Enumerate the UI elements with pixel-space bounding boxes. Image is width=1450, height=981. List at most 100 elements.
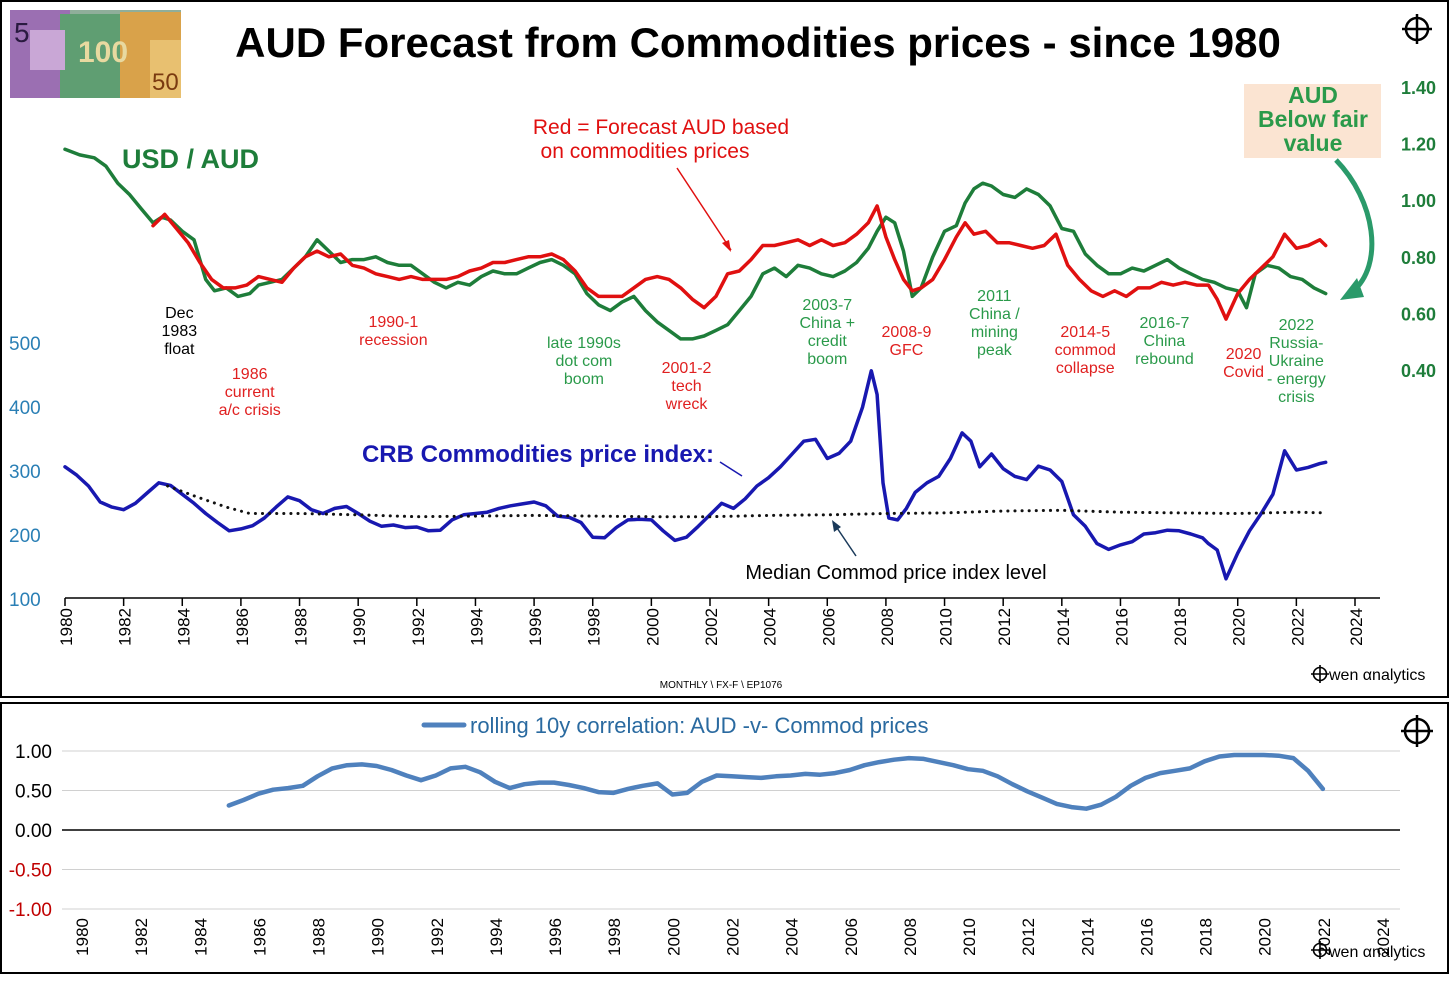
forecast-pointer-arrow <box>676 167 732 251</box>
corr-y-tick-label: 0.50 <box>15 782 52 803</box>
event-annotation: 1983 <box>162 323 198 340</box>
callout-text: value <box>1284 130 1343 156</box>
x-tick-label: 2014 <box>1054 608 1073 646</box>
event-annotation: rebound <box>1135 351 1194 368</box>
x-tick-label: 1980 <box>57 608 76 646</box>
corr-x-tick-label: 2016 <box>1137 918 1156 956</box>
event-annotation: Ukraine <box>1269 353 1324 370</box>
event-annotation: float <box>164 341 195 358</box>
crosshair-icon <box>1401 715 1433 747</box>
x-tick-label: 1992 <box>409 608 428 646</box>
correlation-legend-label: rolling 10y correlation: AUD -v- Commod … <box>470 713 929 738</box>
corr-x-tick-label: 2024 <box>1374 918 1393 956</box>
crb-index-line <box>63 369 1328 581</box>
callout-arrowhead <box>1340 278 1364 300</box>
x-tick-label: 1990 <box>350 608 369 646</box>
y-right-tick-label: 1.40 <box>1401 78 1436 98</box>
corr-x-tick-label: 2004 <box>783 918 802 956</box>
note-label: 50 <box>152 69 179 96</box>
brand-text: wen αnalytics <box>1328 944 1425 961</box>
note-label: 5 <box>14 17 30 48</box>
crb-pointer-line <box>719 461 743 477</box>
y-right-tick-label: 0.40 <box>1401 361 1436 381</box>
x-tick-label: 1996 <box>526 608 545 646</box>
event-annotation: credit <box>808 333 848 350</box>
corr-x-tick-label: 1992 <box>428 918 447 956</box>
x-tick-label: 1994 <box>467 608 486 646</box>
x-tick-label: 2024 <box>1347 608 1366 646</box>
y-right-tick-label: 0.60 <box>1401 304 1436 324</box>
event-annotation: boom <box>807 351 847 368</box>
corr-x-tick-label: 1994 <box>487 918 506 956</box>
x-tick-label: 2018 <box>1171 608 1190 646</box>
median-index-line <box>166 484 1328 519</box>
x-tick-label: 2010 <box>937 608 956 646</box>
forecast-label: on commodities prices <box>541 140 750 163</box>
corr-x-tick-label: 1996 <box>546 918 565 956</box>
callout-text: Below fair <box>1258 106 1368 132</box>
x-tick-label: 1998 <box>585 608 604 646</box>
corr-x-tick-label: 2010 <box>960 918 979 956</box>
y-left-tick-label: 400 <box>9 398 41 419</box>
event-annotation: - energy <box>1267 371 1326 388</box>
corr-x-tick-label: 1986 <box>250 918 269 956</box>
event-annotation: a/c crisis <box>219 402 281 419</box>
x-tick-label: 2004 <box>761 608 780 646</box>
usd-aud-label: USD / AUD <box>122 144 259 174</box>
correlation-line <box>226 752 1326 811</box>
event-annotation: commod <box>1055 342 1116 359</box>
event-annotation: China <box>1144 333 1186 350</box>
event-annotation: current <box>225 384 275 401</box>
x-tick-label: 1988 <box>292 608 311 646</box>
corr-x-tick-label: 1982 <box>132 918 151 956</box>
corr-x-tick-label: 2020 <box>1256 918 1275 956</box>
forecast-pointer-arrowhead <box>722 240 731 252</box>
corr-x-tick-label: 2022 <box>1315 918 1334 956</box>
corr-y-tick-label: 1.00 <box>15 742 52 763</box>
brand-logo: wen αnalytics <box>1311 941 1425 961</box>
event-annotation: China + <box>799 315 855 332</box>
event-annotation: 1990-1 <box>368 314 418 331</box>
page-title: AUD Forecast from Commodities prices - s… <box>235 19 1281 66</box>
x-tick-label: 2006 <box>819 608 838 646</box>
footnote: MONTHLY \ FX-F \ EP1076 <box>660 680 783 691</box>
event-annotation: 2011 <box>977 288 1012 305</box>
corr-y-tick-label: -0.50 <box>9 861 52 882</box>
event-annotation: 2016-7 <box>1140 315 1190 332</box>
corr-x-tick-label: 2002 <box>724 918 743 956</box>
event-annotation: 1986 <box>232 366 268 383</box>
event-annotation: recession <box>359 332 427 349</box>
corr-x-tick-label: 1988 <box>310 918 329 956</box>
y-left-tick-label: 100 <box>9 590 41 611</box>
corr-x-tick-label: 2000 <box>664 918 683 956</box>
corr-y-tick-label: 0.00 <box>15 821 52 842</box>
x-tick-label: 2012 <box>995 608 1014 646</box>
event-annotation: Dec <box>165 305 193 322</box>
brand-text: wen αnalytics <box>1328 667 1425 684</box>
event-annotation: wreck <box>665 396 709 413</box>
brand-logo: wen αnalytics <box>1311 665 1425 684</box>
corr-x-tick-label: 2018 <box>1197 918 1216 956</box>
median-pointer-arrowhead <box>832 520 841 532</box>
correlation-chart-frame <box>0 702 1449 974</box>
event-annotation: crisis <box>1278 389 1314 406</box>
y-right-tick-label: 1.00 <box>1401 191 1436 211</box>
event-annotation: China / <box>969 306 1020 323</box>
event-annotation: 2022 <box>1279 317 1315 334</box>
x-tick-label: 1986 <box>233 608 252 646</box>
crb-label: CRB Commodities price index: <box>362 441 714 468</box>
forecast-aud-line <box>151 204 1328 321</box>
y-left-tick-label: 300 <box>9 462 41 483</box>
x-tick-label: 2008 <box>878 608 897 646</box>
event-annotation: mining <box>971 324 1018 341</box>
corr-x-tick-label: 2006 <box>842 918 861 956</box>
x-tick-label: 2002 <box>702 608 721 646</box>
x-tick-label: 1982 <box>116 608 135 646</box>
median-label: Median Commod price index level <box>745 562 1046 584</box>
x-tick-label: 2016 <box>1112 608 1131 646</box>
event-annotation: 2003-7 <box>802 297 852 314</box>
corr-x-tick-label: 1984 <box>191 918 210 956</box>
event-annotation: GFC <box>890 342 924 359</box>
corr-x-tick-label: 1998 <box>605 918 624 956</box>
